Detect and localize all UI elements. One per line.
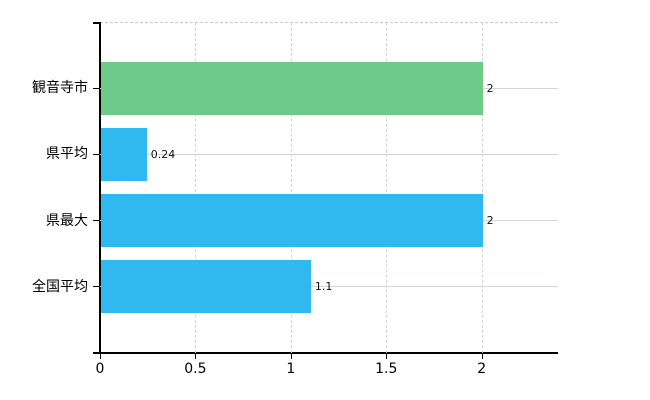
row-gridline	[100, 153, 558, 155]
y-axis-tick	[93, 87, 100, 89]
vertical-gridline	[195, 23, 197, 353]
bar-観音寺市[interactable]	[101, 61, 483, 115]
bar-value-label: 0.24	[150, 147, 176, 161]
x-axis-line	[93, 352, 558, 354]
x-axis-tick-label: 1	[286, 361, 296, 377]
bar-全国平均[interactable]	[101, 260, 311, 314]
y-axis-category-label: 県最大	[46, 212, 88, 229]
bar-県平均[interactable]	[101, 127, 147, 181]
y-axis-category-label: 全国平均	[32, 278, 88, 295]
y-axis-tick	[93, 286, 100, 288]
y-axis-line	[99, 22, 101, 353]
x-axis-tick	[195, 354, 197, 359]
bar-value-label: 1.1	[314, 280, 333, 294]
vertical-gridline	[386, 23, 388, 353]
x-axis-tick	[290, 354, 292, 359]
vertical-gridline	[481, 23, 483, 353]
bar-value-label: 2	[486, 81, 494, 95]
plot-area: 2 0.24 2 1.1	[93, 22, 558, 359]
bar-県最大[interactable]	[101, 194, 483, 248]
x-axis-tick-label: 0.5	[184, 361, 207, 377]
bar-value-label: 2	[486, 214, 494, 228]
y-axis-category-label: 県平均	[46, 146, 88, 163]
y-axis-category-label: 観音寺市	[32, 80, 88, 97]
x-axis-tick-label: 1.5	[375, 361, 398, 377]
y-axis-tick	[93, 220, 100, 222]
x-axis-tick-label: 2	[477, 361, 487, 377]
plot-top-border	[100, 22, 558, 23]
x-axis-tick	[100, 354, 101, 359]
y-axis-top-tick	[93, 22, 100, 24]
x-axis-tick	[386, 354, 388, 359]
x-axis-tick	[481, 354, 483, 359]
row-gridline	[100, 286, 558, 288]
vertical-gridline	[290, 23, 292, 353]
y-axis-tick	[93, 153, 100, 155]
x-axis-tick-label: 0	[95, 361, 105, 377]
